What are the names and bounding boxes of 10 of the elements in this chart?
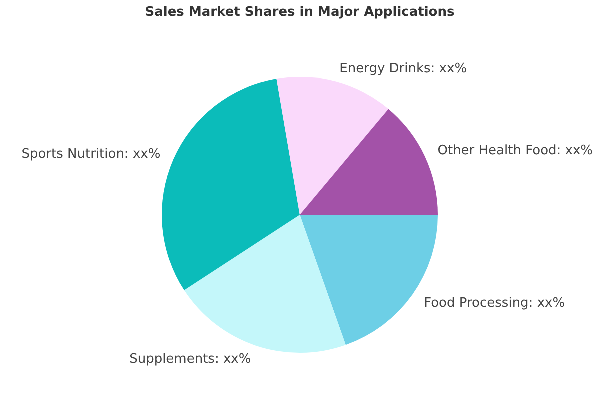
pie-slice: [300, 109, 438, 215]
chart-title: Sales Market Shares in Major Applications: [145, 5, 455, 20]
pie-slice: [276, 77, 389, 215]
slice-label: Supplements: xx%: [130, 352, 252, 367]
slice-label: Other Health Food: xx%: [438, 144, 594, 159]
slice-label: Sports Nutrition: xx%: [22, 147, 161, 162]
slice-label: Food Processing: xx%: [424, 296, 566, 311]
pie-slice: [162, 78, 300, 290]
slice-label: Energy Drinks: xx%: [340, 61, 468, 76]
pie-slice: [184, 215, 346, 353]
